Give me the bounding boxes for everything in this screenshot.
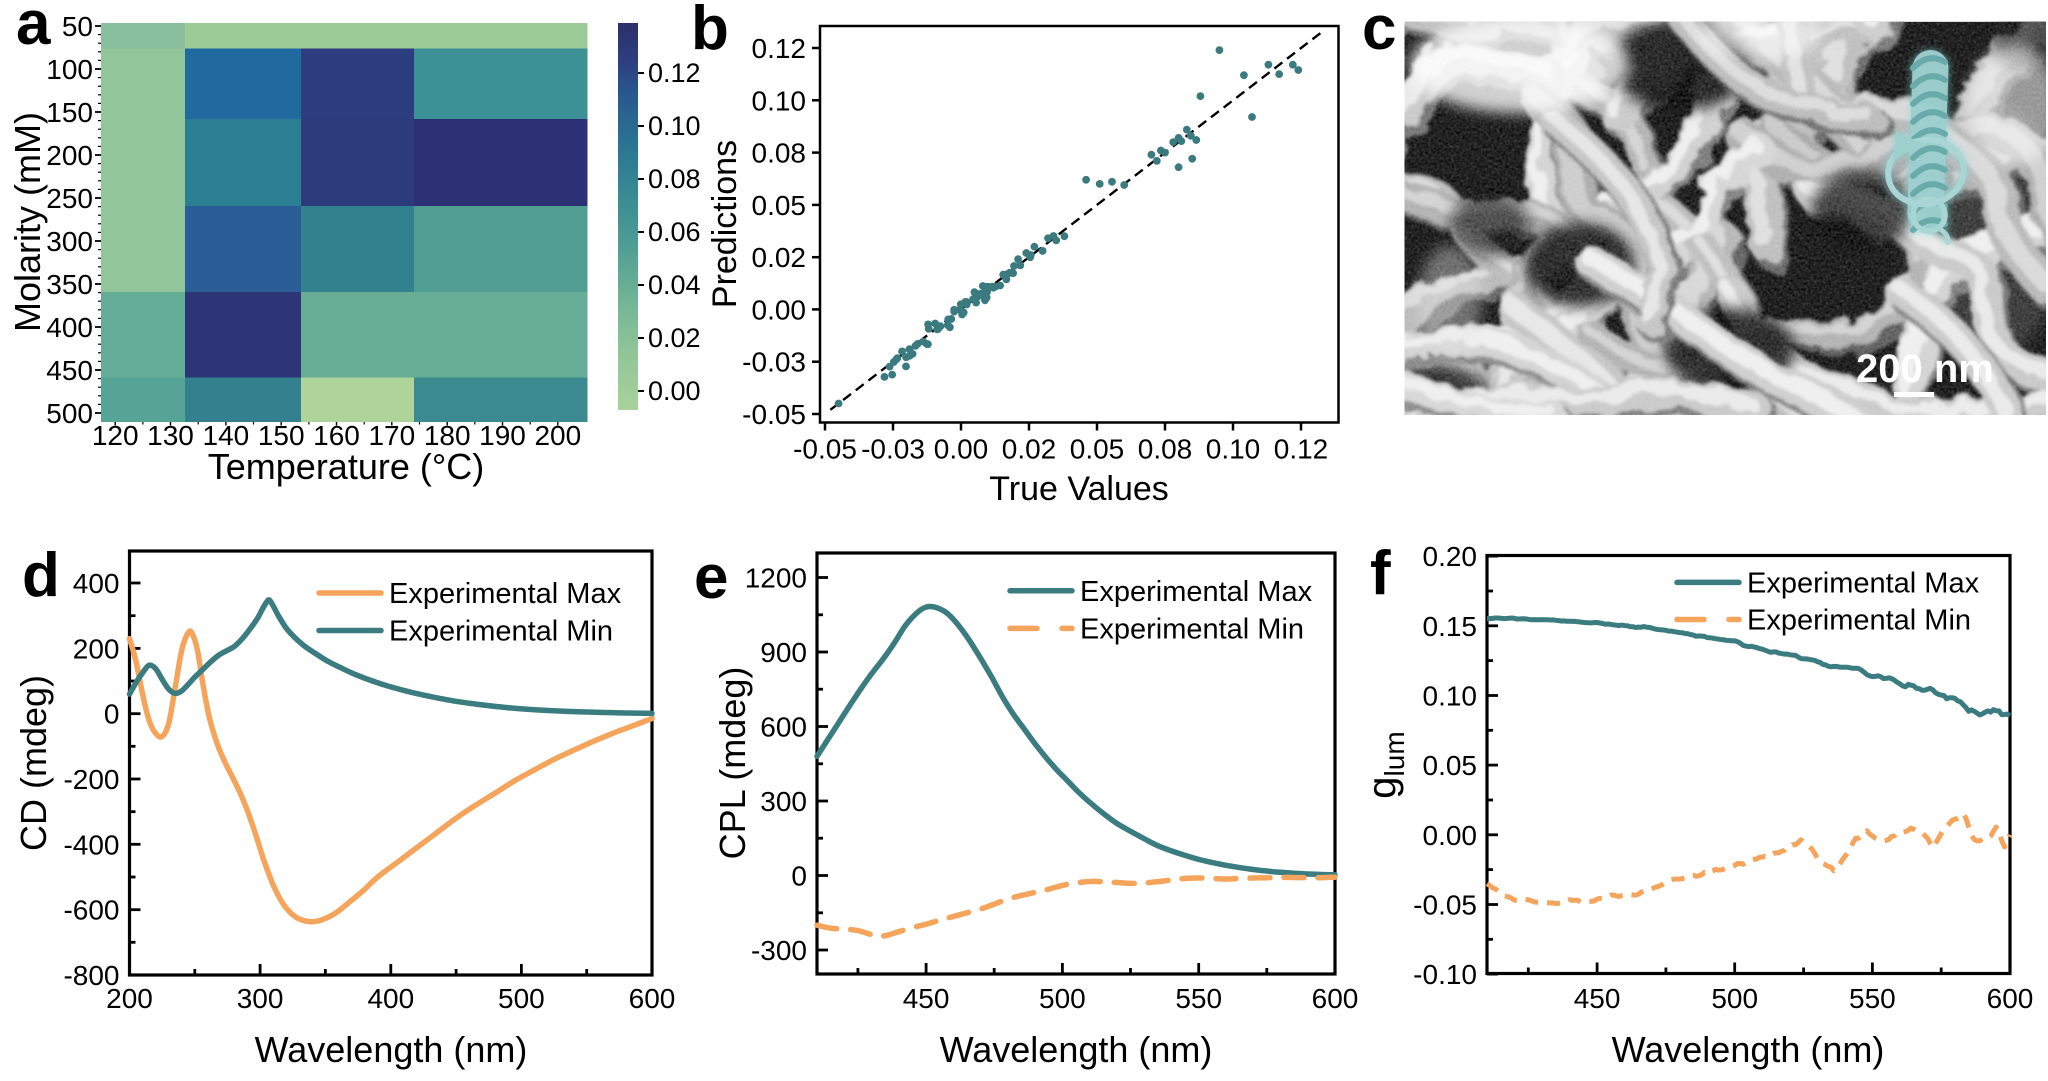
svg-text:a: a [16, 0, 51, 58]
svg-text:Experimental Min: Experimental Min [1747, 605, 1971, 637]
svg-text:600: 600 [629, 983, 676, 1014]
svg-text:500: 500 [1039, 983, 1086, 1014]
svg-text:0: 0 [104, 699, 120, 730]
svg-text:150: 150 [46, 97, 93, 128]
svg-text:150: 150 [258, 420, 305, 451]
svg-text:300: 300 [237, 983, 284, 1014]
svg-text:190: 190 [479, 420, 526, 451]
svg-text:-0.05: -0.05 [742, 399, 806, 430]
svg-text:-0.05: -0.05 [1413, 890, 1477, 921]
svg-text:120: 120 [92, 420, 139, 451]
svg-text:900: 900 [760, 637, 807, 668]
svg-text:200: 200 [73, 633, 120, 664]
svg-text:0.10: 0.10 [752, 85, 807, 116]
svg-text:0.10: 0.10 [648, 111, 701, 141]
svg-text:450: 450 [1574, 983, 1621, 1014]
svg-text:350: 350 [46, 269, 93, 300]
svg-text:-0.03: -0.03 [742, 347, 806, 378]
svg-text:500: 500 [1711, 983, 1758, 1014]
svg-text:Experimental Min: Experimental Min [1080, 613, 1304, 645]
svg-text:200: 200 [106, 983, 153, 1014]
svg-text:160: 160 [313, 420, 360, 451]
svg-text:Experimental Max: Experimental Max [389, 578, 622, 610]
svg-text:50: 50 [62, 11, 93, 42]
svg-text:0.00: 0.00 [1423, 820, 1478, 851]
svg-text:f: f [1370, 539, 1391, 608]
svg-text:600: 600 [1987, 983, 2034, 1014]
svg-text:Wavelength (nm): Wavelength (nm) [1612, 1029, 1885, 1070]
svg-text:0.08: 0.08 [752, 138, 807, 169]
svg-text:180: 180 [424, 420, 471, 451]
svg-text:0.15: 0.15 [1423, 611, 1478, 642]
svg-text:c: c [1362, 0, 1396, 63]
svg-text:Temperature (°C): Temperature (°C) [208, 446, 484, 487]
svg-text:d: d [22, 541, 60, 610]
svg-text:-300: -300 [751, 935, 807, 966]
svg-text:500: 500 [498, 983, 545, 1014]
svg-text:Wavelength (nm): Wavelength (nm) [255, 1029, 528, 1070]
svg-text:200: 200 [46, 140, 93, 171]
svg-text:0.06: 0.06 [648, 217, 701, 247]
svg-text:450: 450 [903, 983, 950, 1014]
svg-text:0.02: 0.02 [1002, 434, 1057, 465]
svg-text:400: 400 [73, 568, 120, 599]
svg-text:0.02: 0.02 [648, 323, 701, 353]
svg-text:140: 140 [203, 420, 250, 451]
svg-text:0.12: 0.12 [648, 58, 701, 88]
svg-text:0.02: 0.02 [752, 242, 807, 273]
svg-text:300: 300 [46, 226, 93, 257]
svg-text:500: 500 [46, 398, 93, 429]
svg-text:-0.10: -0.10 [1413, 959, 1477, 990]
svg-text:0.08: 0.08 [648, 164, 701, 194]
svg-text:0.10: 0.10 [1206, 434, 1261, 465]
svg-text:0: 0 [791, 861, 807, 892]
svg-text:-0.03: -0.03 [861, 434, 925, 465]
svg-text:250: 250 [46, 183, 93, 214]
svg-text:450: 450 [46, 355, 93, 386]
svg-text:200 nm: 200 nm [1856, 347, 1994, 391]
svg-text:170: 170 [368, 420, 415, 451]
svg-text:0.05: 0.05 [1070, 434, 1125, 465]
svg-text:-400: -400 [63, 829, 119, 860]
svg-text:-800: -800 [63, 960, 119, 991]
svg-text:130: 130 [147, 420, 194, 451]
svg-text:e: e [694, 543, 728, 612]
svg-text:0.20: 0.20 [1423, 541, 1478, 572]
svg-text:300: 300 [760, 786, 807, 817]
svg-text:-600: -600 [63, 895, 119, 926]
svg-text:-200: -200 [63, 764, 119, 795]
svg-text:True Values: True Values [989, 470, 1169, 508]
svg-text:0.04: 0.04 [648, 270, 701, 300]
svg-text:600: 600 [1312, 983, 1359, 1014]
svg-text:CPL (mdeg): CPL (mdeg) [712, 667, 753, 860]
svg-text:600: 600 [760, 712, 807, 743]
svg-text:1200: 1200 [745, 563, 807, 594]
svg-text:0.12: 0.12 [752, 33, 807, 64]
svg-text:Molarity (mM): Molarity (mM) [7, 112, 48, 332]
svg-text:Experimental Min: Experimental Min [389, 616, 613, 648]
svg-text:0.10: 0.10 [1423, 681, 1478, 712]
svg-text:550: 550 [1175, 983, 1222, 1014]
svg-text:0.05: 0.05 [1423, 750, 1478, 781]
svg-text:-0.05: -0.05 [793, 434, 857, 465]
svg-text:0.00: 0.00 [752, 294, 807, 325]
svg-text:550: 550 [1849, 983, 1896, 1014]
svg-text:0.00: 0.00 [934, 434, 989, 465]
svg-text:0.12: 0.12 [1274, 434, 1329, 465]
svg-text:100: 100 [46, 54, 93, 85]
svg-text:0.05: 0.05 [752, 190, 807, 221]
svg-text:Wavelength (nm): Wavelength (nm) [940, 1029, 1213, 1070]
svg-text:0.08: 0.08 [1138, 434, 1193, 465]
svg-text:Experimental Max: Experimental Max [1747, 567, 1980, 599]
svg-text:400: 400 [367, 983, 414, 1014]
svg-text:200: 200 [534, 420, 581, 451]
svg-text:400: 400 [46, 312, 93, 343]
svg-text:Predictions: Predictions [706, 140, 744, 308]
svg-text:0.00: 0.00 [648, 376, 701, 406]
svg-text:Experimental Max: Experimental Max [1080, 576, 1313, 608]
svg-text:CD (mdeg): CD (mdeg) [13, 675, 54, 851]
svg-text:b: b [691, 0, 729, 63]
